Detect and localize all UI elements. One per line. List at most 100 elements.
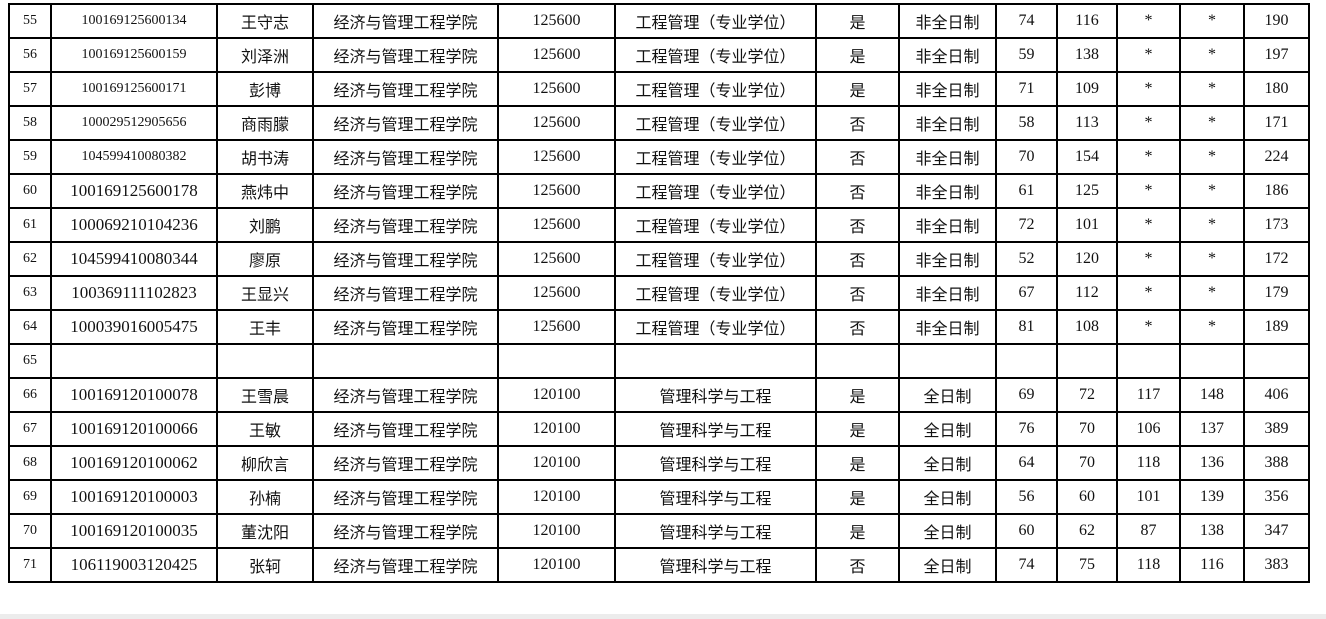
major-cell bbox=[614, 343, 817, 379]
flag-cell: 是 bbox=[815, 411, 900, 447]
flag-cell: 否 bbox=[815, 105, 900, 141]
major-code-cell: 120100 bbox=[497, 377, 616, 413]
candidate-id-cell: 100069210104236 bbox=[50, 207, 218, 243]
row-number-cell: 66 bbox=[8, 377, 52, 413]
name-cell: 刘泽洲 bbox=[216, 37, 314, 73]
total-score-cell: 224 bbox=[1243, 139, 1310, 175]
table-row: 61 100069210104236 刘鹏 经济与管理工程学院 125600 工程管理（专… bbox=[8, 207, 1310, 243]
score-1-cell: 56 bbox=[995, 479, 1058, 515]
score-2-cell: 101 bbox=[1056, 207, 1118, 243]
table-row: 71 106119003120425 张轲 经济与管理工程学院 120100 管理科学与工… bbox=[8, 547, 1310, 583]
score-2-cell: 125 bbox=[1056, 173, 1118, 209]
study-mode-cell: 非全日制 bbox=[898, 173, 997, 209]
score-4-cell: * bbox=[1179, 3, 1245, 39]
score-3-cell: 101 bbox=[1116, 479, 1181, 515]
name-cell: 王丰 bbox=[216, 309, 314, 345]
candidate-id-cell: 100029512905656 bbox=[50, 105, 218, 141]
study-mode-cell bbox=[898, 343, 997, 379]
row-number-cell: 58 bbox=[8, 105, 52, 141]
total-score-cell: 172 bbox=[1243, 241, 1310, 277]
flag-cell: 否 bbox=[815, 139, 900, 175]
major-cell: 管理科学与工程 bbox=[614, 513, 817, 549]
score-1-cell: 52 bbox=[995, 241, 1058, 277]
score-4-cell: * bbox=[1179, 241, 1245, 277]
score-3-cell: * bbox=[1116, 241, 1181, 277]
major-code-cell: 125600 bbox=[497, 241, 616, 277]
candidate-id-cell: 100169125600134 bbox=[50, 3, 218, 39]
score-4-cell: 148 bbox=[1179, 377, 1245, 413]
candidate-id-cell: 100169120100035 bbox=[50, 513, 218, 549]
major-code-cell: 125600 bbox=[497, 275, 616, 311]
score-2-cell: 138 bbox=[1056, 37, 1118, 73]
candidate-id-cell: 104599410080344 bbox=[50, 241, 218, 277]
row-number-cell: 61 bbox=[8, 207, 52, 243]
horizontal-scrollbar-track[interactable] bbox=[0, 614, 1326, 619]
row-number-cell: 60 bbox=[8, 173, 52, 209]
candidate-id-cell: 100039016005475 bbox=[50, 309, 218, 345]
row-number-cell: 62 bbox=[8, 241, 52, 277]
major-cell: 工程管理（专业学位） bbox=[614, 173, 817, 209]
score-1-cell: 71 bbox=[995, 71, 1058, 107]
score-4-cell: * bbox=[1179, 37, 1245, 73]
name-cell: 王敏 bbox=[216, 411, 314, 447]
major-code-cell: 125600 bbox=[497, 71, 616, 107]
score-4-cell: 138 bbox=[1179, 513, 1245, 549]
table-row: 60 100169125600178 燕炜中 经济与管理工程学院 125600 工程管理（… bbox=[8, 173, 1310, 209]
score-2-cell: 108 bbox=[1056, 309, 1118, 345]
study-mode-cell: 非全日制 bbox=[898, 139, 997, 175]
major-cell: 工程管理（专业学位） bbox=[614, 3, 817, 39]
major-cell: 工程管理（专业学位） bbox=[614, 309, 817, 345]
study-mode-cell: 非全日制 bbox=[898, 275, 997, 311]
score-1-cell bbox=[995, 343, 1058, 379]
score-4-cell: * bbox=[1179, 275, 1245, 311]
college-cell: 经济与管理工程学院 bbox=[312, 309, 499, 345]
study-mode-cell: 全日制 bbox=[898, 547, 997, 583]
row-number-cell: 63 bbox=[8, 275, 52, 311]
major-code-cell: 125600 bbox=[497, 105, 616, 141]
score-4-cell: * bbox=[1179, 173, 1245, 209]
major-cell: 工程管理（专业学位） bbox=[614, 105, 817, 141]
flag-cell: 否 bbox=[815, 241, 900, 277]
table-row: 64 100039016005475 王丰 经济与管理工程学院 125600 工程管理（专… bbox=[8, 309, 1310, 345]
name-cell: 彭博 bbox=[216, 71, 314, 107]
score-3-cell: * bbox=[1116, 3, 1181, 39]
candidate-id-cell: 100169120100078 bbox=[50, 377, 218, 413]
candidate-id-cell: 100369111102823 bbox=[50, 275, 218, 311]
score-4-cell: * bbox=[1179, 207, 1245, 243]
major-cell: 工程管理（专业学位） bbox=[614, 71, 817, 107]
total-score-cell: 179 bbox=[1243, 275, 1310, 311]
candidate-id-cell bbox=[50, 343, 218, 379]
study-mode-cell: 非全日制 bbox=[898, 37, 997, 73]
score-3-cell: 118 bbox=[1116, 445, 1181, 481]
total-score-cell: 406 bbox=[1243, 377, 1310, 413]
candidate-id-cell: 100169120100003 bbox=[50, 479, 218, 515]
score-2-cell: 154 bbox=[1056, 139, 1118, 175]
score-3-cell: 117 bbox=[1116, 377, 1181, 413]
results-table: 55 100169125600134 王守志 经济与管理工程学院 125600 工程管理（… bbox=[8, 3, 1310, 583]
score-3-cell: * bbox=[1116, 71, 1181, 107]
college-cell: 经济与管理工程学院 bbox=[312, 207, 499, 243]
candidate-id-cell: 100169125600159 bbox=[50, 37, 218, 73]
major-code-cell: 125600 bbox=[497, 139, 616, 175]
flag-cell: 否 bbox=[815, 173, 900, 209]
score-1-cell: 74 bbox=[995, 547, 1058, 583]
college-cell: 经济与管理工程学院 bbox=[312, 105, 499, 141]
flag-cell: 是 bbox=[815, 479, 900, 515]
name-cell: 胡书涛 bbox=[216, 139, 314, 175]
college-cell: 经济与管理工程学院 bbox=[312, 547, 499, 583]
score-1-cell: 67 bbox=[995, 275, 1058, 311]
flag-cell: 否 bbox=[815, 309, 900, 345]
total-score-cell: 190 bbox=[1243, 3, 1310, 39]
study-mode-cell: 非全日制 bbox=[898, 105, 997, 141]
name-cell: 王雪晨 bbox=[216, 377, 314, 413]
name-cell: 燕炜中 bbox=[216, 173, 314, 209]
score-4-cell: * bbox=[1179, 139, 1245, 175]
major-code-cell: 120100 bbox=[497, 547, 616, 583]
total-score-cell: 356 bbox=[1243, 479, 1310, 515]
score-1-cell: 61 bbox=[995, 173, 1058, 209]
score-2-cell: 70 bbox=[1056, 411, 1118, 447]
college-cell: 经济与管理工程学院 bbox=[312, 445, 499, 481]
score-1-cell: 74 bbox=[995, 3, 1058, 39]
candidate-id-cell: 106119003120425 bbox=[50, 547, 218, 583]
score-3-cell: * bbox=[1116, 207, 1181, 243]
